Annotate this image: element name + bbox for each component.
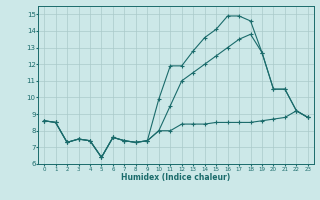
X-axis label: Humidex (Indice chaleur): Humidex (Indice chaleur) [121,173,231,182]
